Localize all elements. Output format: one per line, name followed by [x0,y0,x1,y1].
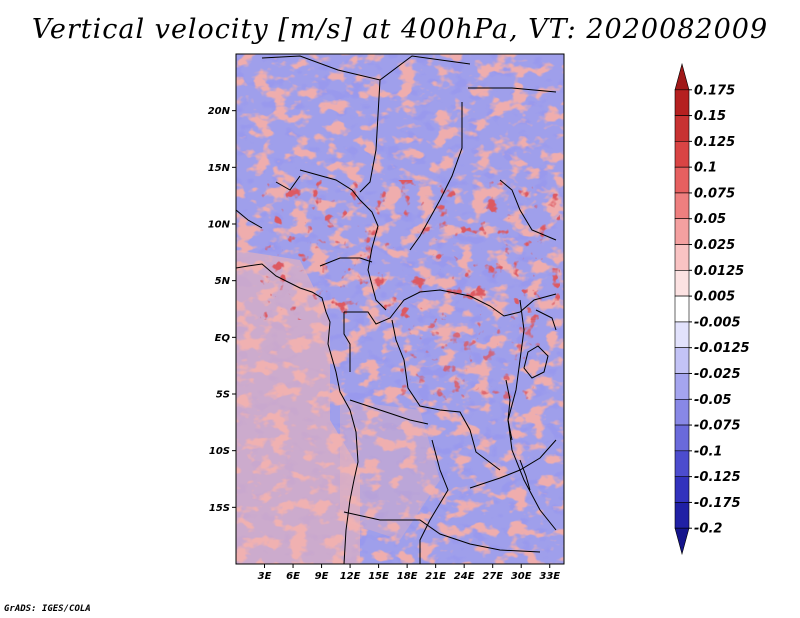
map-frame [235,53,565,565]
colorbar-bin [674,244,690,271]
colorbar-bin [674,398,690,426]
lon-label: 21E [425,571,446,582]
lon-label: 12E [340,571,361,582]
colorbar-bin [674,502,690,529]
grads-credit: GrADS: IGES/COLA [4,604,91,614]
colorbar-label: -0.1 [694,444,722,459]
colorbar-label: -0.2 [694,522,722,537]
lon-label: 6E [286,571,300,582]
colorbar-label: 0.1 [694,161,717,176]
colorbar: 0.175 0.15 0.125 0.1 0.075 0.05 0.025 0.0125 0.0… [674,62,750,556]
colorbar-bin [674,450,690,477]
colorbar-bin [674,62,690,91]
colorbar-bin [674,192,690,220]
colorbar-label: 0.175 [694,83,735,98]
longitude-axis: 3E 6E 9E 12E 15E 18E 21E 24E 27E 30E 33E [258,564,560,582]
colorbar-label: 0.0125 [694,264,744,279]
colorbar-label: -0.075 [694,419,741,434]
colorbar-bin [674,115,690,142]
lat-label: 10S [209,446,230,457]
country-borders [236,55,557,564]
colorbar-bin [674,218,690,245]
colorbar-bin [674,141,690,168]
colorbar-bin [674,270,690,297]
colorbar-label: 0.05 [694,212,726,227]
lon-label: 9E [315,571,329,582]
velocity-field [236,54,564,564]
lon-label: 33E [539,571,560,582]
colorbar-bin [674,295,690,323]
colorbar-label: -0.125 [694,470,741,485]
lon-label: 15E [368,571,389,582]
colorbar-label: -0.0125 [694,341,750,356]
lat-label: 20N [208,106,231,117]
colorbar-bin [674,527,690,556]
colorbar-label: -0.025 [694,367,741,382]
lat-label: 5N [215,276,231,287]
lat-label: EQ [215,333,231,344]
colorbar-label: 0.125 [694,135,735,150]
lon-label: 18E [397,571,418,582]
lakes [505,345,549,491]
colorbar-label: 0.15 [694,109,726,124]
lon-label: 3E [258,571,272,582]
lat-label: 5S [216,390,230,401]
colorbar-bin [674,166,690,194]
colorbar-bin [674,89,690,116]
colorbar-bin [674,424,690,452]
latitude-axis: 20N 15N 10N 5N EQ 5S 10S 15S [208,106,236,514]
colorbar-label: 0.025 [694,238,735,253]
lat-label: 10N [208,220,231,231]
colorbar-bin [674,476,690,503]
colorbar-bin [674,321,690,348]
lat-label: 15S [209,503,230,514]
colorbar-label: -0.05 [694,393,731,408]
lon-label: 30E [511,571,532,582]
colorbar-label: 0.005 [694,290,735,305]
map-title: Vertical velocity [m/s] at 400hPa, VT: 2… [31,14,769,45]
colorbar-bin [674,373,690,400]
colorbar-label: 0.075 [694,186,735,201]
lon-label: 27E [482,571,503,582]
lat-label: 15N [208,163,231,174]
colorbar-bin [674,347,690,374]
colorbar-label: -0.005 [694,315,741,330]
colorbar-label: -0.175 [694,496,741,511]
lon-label: 24E [454,571,475,582]
